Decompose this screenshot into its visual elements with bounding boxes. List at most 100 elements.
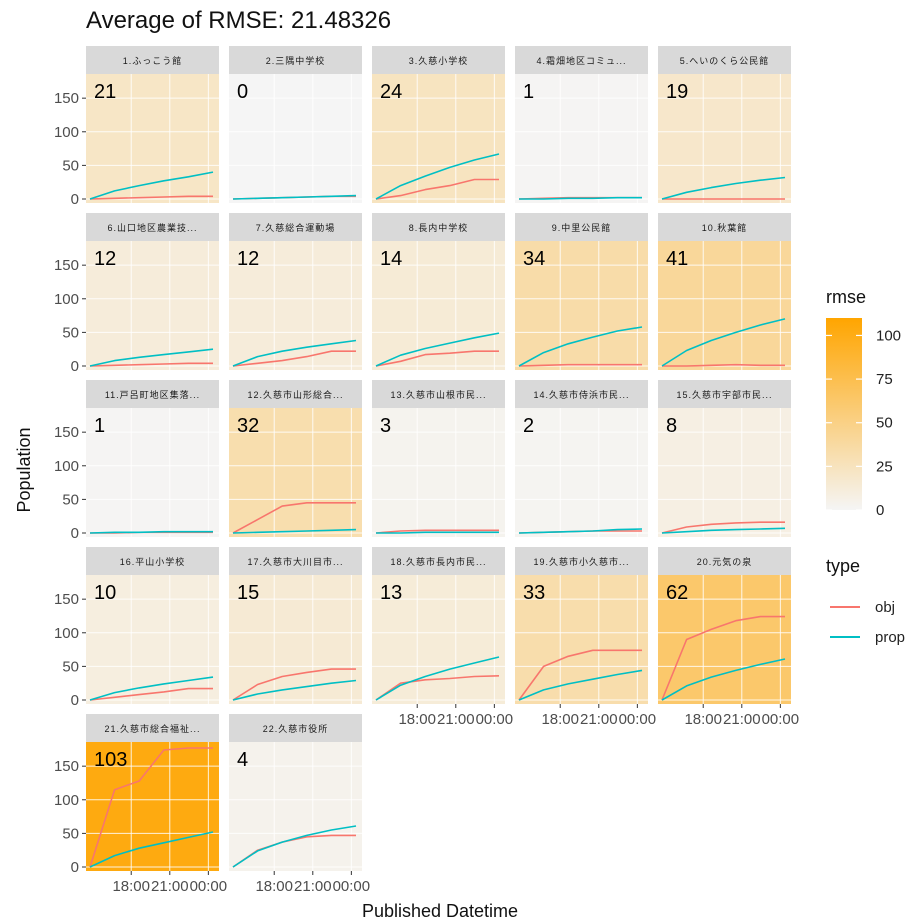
facet-strip (229, 46, 362, 74)
facet-background (372, 241, 505, 370)
facet-rmse-value: 4 (237, 749, 248, 771)
y-tick-label: 0 (71, 692, 79, 709)
facet-strip (658, 213, 791, 241)
x-tick-label: 00:00 (190, 878, 228, 895)
series-line-prop (232, 194, 357, 200)
legend-label-prop: prop (875, 629, 905, 646)
facet-strip (515, 213, 648, 241)
y-tick-label: 0 (71, 859, 79, 876)
series-line-prop (232, 679, 357, 701)
facet-background (372, 74, 505, 203)
facet-rmse-value: 3 (380, 415, 391, 437)
facet-strip (229, 547, 362, 575)
facet-plot-area: 4 (229, 742, 362, 871)
facet-panel: 18.久慈市長内市民... 13 (372, 547, 505, 704)
facet-plot-area: 1 (86, 408, 219, 537)
facet-strip-label: 11.戸呂町地区集落... (105, 389, 200, 400)
facet-panel: 7.久慈総合運動場 12 (229, 213, 362, 370)
facet-rmse-value: 15 (237, 582, 259, 604)
facet-rmse-value: 21 (94, 81, 116, 103)
series-line-obj (661, 615, 785, 701)
facet-background (372, 575, 505, 704)
facet-panel: 13.久慈市山根市民... 3 (372, 380, 505, 537)
facet-rmse-value: 41 (666, 248, 688, 270)
facet-strip-label: 18.久慈市長内市民... (390, 556, 486, 567)
facet-background (86, 241, 219, 370)
facet-plot-area: 10 (86, 575, 219, 704)
y-tick-label: 150 (54, 424, 79, 441)
rmse-legend: rmse 0 25 50 75 100 (826, 287, 901, 519)
x-tick-label: 21:00 (437, 711, 475, 728)
facet-background (658, 575, 791, 704)
facet-background (372, 408, 505, 537)
x-tick-label: 00:00 (619, 711, 657, 728)
facet-plot-area: 33 (515, 575, 648, 704)
facet-strip-label: 22.久慈市役所 (263, 723, 329, 734)
facet-plot-area: 24 (372, 74, 505, 203)
facet-strip-label: 13.久慈市山根市民... (390, 389, 486, 400)
legend-label-obj: obj (875, 599, 895, 616)
facet-background (229, 74, 362, 203)
facet-rmse-value: 32 (237, 415, 259, 437)
facet-rmse-value: 8 (666, 415, 677, 437)
facet-strip-label: 15.久慈市宇部市民... (676, 389, 772, 400)
series-line-prop (89, 676, 214, 701)
facet-panel: 4.霜畑地区コミュ... 1 (515, 46, 648, 203)
x-tick-label: 00:00 (333, 878, 371, 895)
facet-strip (658, 46, 791, 74)
y-tick-label: 100 (54, 124, 79, 141)
series-line-obj (89, 362, 213, 367)
facet-strip-label: 20.元気の泉 (697, 556, 753, 567)
facet-plot-area: 103 (86, 742, 219, 871)
facet-plot-area: 8 (658, 408, 791, 537)
facet-strip-label: 12.久慈市山形総合... (247, 389, 343, 400)
series-line-obj (375, 178, 499, 200)
facet-plot-area: 21 (86, 74, 219, 203)
facet-strip-label: 2.三隅中学校 (266, 55, 326, 66)
series-line-prop (89, 348, 214, 367)
facet-strip (229, 714, 362, 742)
facet-rmse-value: 12 (94, 248, 116, 270)
facet-strip (658, 547, 791, 575)
facet-strip (372, 46, 505, 74)
y-tick-label: 100 (54, 291, 79, 308)
facet-plot-area: 14 (372, 241, 505, 370)
facet-background (658, 241, 791, 370)
y-tick-label: 100 (54, 792, 79, 809)
series-line-obj (232, 350, 356, 367)
x-tick-label: 21:00 (294, 878, 332, 895)
facet-strip-label: 6.山口地区農業技... (107, 222, 197, 233)
facet-strip (86, 380, 219, 408)
y-tick-label: 150 (54, 591, 79, 608)
y-tick-label: 100 (54, 625, 79, 642)
facet-panel: 16.平山小学校 10 (86, 547, 219, 704)
series-line-prop (661, 527, 786, 534)
facet-strip-label: 21.久慈市総合福祉... (104, 723, 200, 734)
x-tick-label: 18:00 (684, 711, 722, 728)
colorbar-tick-label: 25 (876, 458, 893, 475)
colorbar-tick-label: 0 (876, 502, 884, 519)
facet-strip (229, 380, 362, 408)
series-line-prop (89, 530, 213, 534)
facet-panel: 22.久慈市役所 4 (229, 714, 362, 871)
type-legend-title: type (826, 556, 860, 576)
facet-strip-label: 9.中里公民館 (552, 222, 612, 233)
series-line-obj (375, 529, 499, 534)
x-tick-label: 00:00 (762, 711, 800, 728)
colorbar-tick-label: 100 (876, 327, 901, 344)
facet-strip (372, 380, 505, 408)
y-tick-label: 150 (54, 758, 79, 775)
facet-panel: 15.久慈市宇部市民... 8 (658, 380, 791, 537)
x-tick-label: 18:00 (541, 711, 579, 728)
facet-strip (229, 213, 362, 241)
facet-strip (658, 380, 791, 408)
facet-strip (515, 380, 648, 408)
facet-plot-area: 19 (658, 74, 791, 203)
rmse-legend-title: rmse (826, 287, 866, 307)
facet-panel: 20.元気の泉 62 (658, 547, 791, 704)
series-line-prop (89, 831, 214, 868)
colorbar-tick-label: 75 (876, 371, 893, 388)
facet-background (515, 575, 648, 704)
y-tick-label: 50 (62, 825, 79, 842)
series-line-prop (232, 528, 357, 534)
